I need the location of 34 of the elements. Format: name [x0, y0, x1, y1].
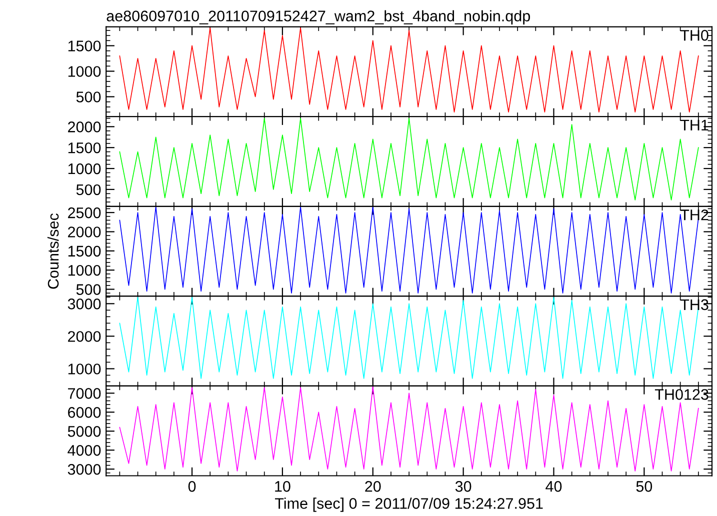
y-tick-label: 1500 [68, 40, 101, 52]
series-label: TH0123 [654, 389, 708, 400]
y-tick-label: 7000 [68, 388, 101, 399]
y-tick-label: 500 [76, 184, 101, 196]
y-tick-label: 3000 [68, 464, 101, 475]
chart-title: ae806097010_20110709152427_wam2_bst_4band_nobin.qdp [106, 10, 530, 24]
y-tick-label: 2000 [68, 122, 101, 132]
y-tick-label: 2000 [68, 226, 101, 238]
series-label: TH0 [680, 30, 708, 41]
x-tick-label: 0 [188, 481, 196, 492]
x-tick-label: 30 [455, 481, 472, 492]
y-tick-label: 6000 [68, 407, 101, 418]
series-label: TH1 [680, 120, 708, 130]
y-tick-label: 500 [76, 92, 101, 102]
y-tick-label: 5000 [68, 426, 101, 437]
x-axis-title: Time [sec] 0 = 2011/07/09 15:24:27.951 [274, 498, 543, 512]
y-tick-label: 1000 [68, 364, 101, 374]
y-tick-label: 4000 [68, 444, 101, 456]
y-tick-label: 500 [76, 284, 101, 295]
y-axis-title: Counts/sec [47, 213, 59, 289]
y-tick-label: 1000 [68, 163, 101, 174]
x-tick-label: 10 [275, 481, 290, 492]
y-tick-label: 1500 [68, 142, 101, 154]
y-tick-label: 2000 [68, 331, 101, 342]
series-label: TH3 [680, 299, 708, 310]
x-tick-label: 40 [546, 481, 562, 492]
y-tick-label: 1500 [68, 246, 101, 257]
y-tick-label: 1000 [68, 264, 101, 276]
y-tick-label: 3000 [68, 298, 101, 310]
y-tick-label: 1000 [68, 66, 101, 77]
x-tick-label: 20 [365, 481, 381, 492]
y-tick-label: 2500 [68, 207, 101, 218]
series-label: TH2 [680, 209, 708, 220]
x-tick-label: 50 [636, 481, 652, 492]
